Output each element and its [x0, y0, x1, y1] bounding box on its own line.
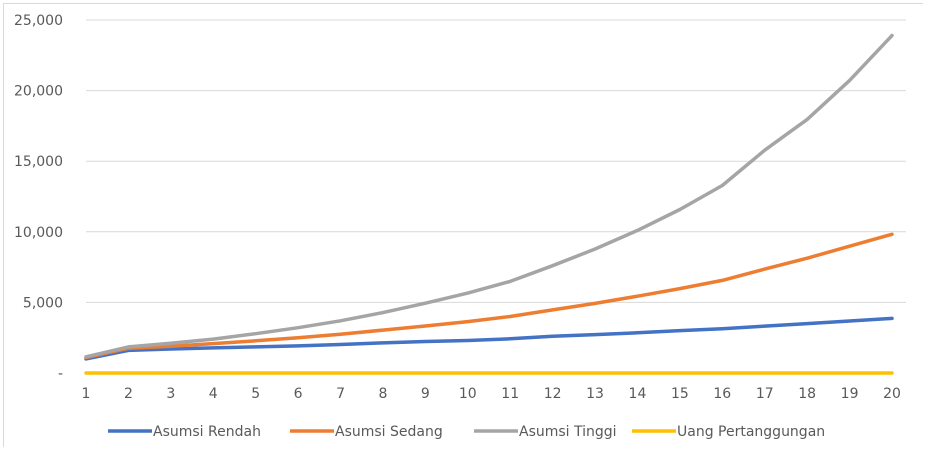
- x-tick-label: 8: [378, 386, 387, 402]
- x-axis-ticks: 1 2 3 4 5 6 7 8 9 10 11 12 13 14 15 16 17 18 19 20: [82, 386, 901, 402]
- y-tick-label: 25,000: [14, 13, 63, 29]
- series-line-asumsi-tinggi: [84, 33, 894, 359]
- legend: Asumsi Rendah Asumsi Sedang Asumsi Tinggi U…: [108, 424, 825, 440]
- legend-label: Asumsi Rendah: [153, 424, 261, 440]
- x-tick-label: 9: [421, 386, 430, 402]
- x-tick-label: 12: [544, 386, 562, 402]
- series-line-asumsi-sedang: [84, 232, 894, 360]
- x-tick-label: 20: [883, 386, 901, 402]
- x-tick-label: 14: [629, 386, 647, 402]
- x-tick-label: 18: [798, 386, 816, 402]
- y-tick-label: 5,000: [23, 295, 63, 311]
- y-tick-label: 20,000: [14, 84, 63, 100]
- x-tick-label: 2: [124, 386, 133, 402]
- x-tick-label: 1: [82, 386, 91, 402]
- y-axis-ticks: - 5,000 10,000 15,000 20,000 25,000: [14, 13, 63, 382]
- x-tick-label: 6: [294, 386, 303, 402]
- x-tick-label: 3: [166, 386, 175, 402]
- x-tick-label: 17: [756, 386, 774, 402]
- x-tick-label: 7: [336, 386, 345, 402]
- series-lines: [84, 33, 894, 375]
- y-tick-label: 10,000: [14, 225, 63, 241]
- gridlines: [86, 19, 906, 303]
- chart-frame: [3, 3, 923, 447]
- legend-label: Asumsi Tinggi: [519, 424, 617, 440]
- x-tick-label: 11: [501, 386, 519, 402]
- x-tick-label: 10: [459, 386, 477, 402]
- x-tick-label: 13: [586, 386, 604, 402]
- x-tick-label: 4: [209, 386, 218, 402]
- legend-label: Uang Pertanggungan: [677, 424, 825, 440]
- y-tick-label: 15,000: [14, 154, 63, 170]
- y-tick-label: -: [58, 366, 63, 382]
- x-tick-label: 16: [713, 386, 731, 402]
- x-tick-label: 15: [671, 386, 689, 402]
- x-tick-label: 19: [841, 386, 859, 402]
- x-tick-label: 5: [251, 386, 260, 402]
- legend-label: Asumsi Sedang: [335, 424, 443, 440]
- series-line-asumsi-rendah: [84, 316, 894, 361]
